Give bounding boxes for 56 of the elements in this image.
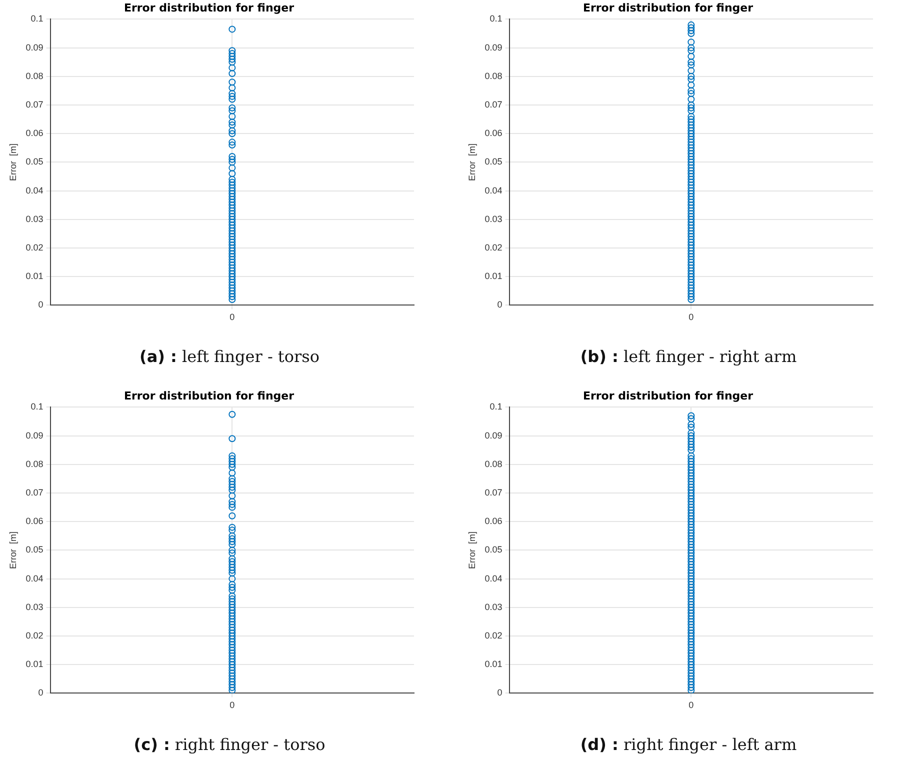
y-tick-label: 0.08: [484, 70, 502, 81]
y-tick-label: 0.03: [26, 602, 44, 612]
chart-title: Error distribution for finger: [124, 389, 295, 402]
text: (c) : right finger - torso: [132, 734, 326, 756]
y-tick-label: 0.01: [26, 271, 44, 282]
y-tick-label: 0.05: [26, 544, 44, 555]
y-tick-label: 0.03: [484, 214, 502, 224]
y-tick-label: 0.07: [26, 99, 44, 110]
chart-title: Error distribution for finger: [582, 389, 754, 402]
y-tick-label: 0: [497, 300, 502, 310]
y-tick-label: 0.04: [484, 185, 502, 196]
y-tick-label: 0.07: [484, 487, 502, 498]
y-tick-label: 0.02: [26, 242, 44, 252]
y-tick-label: 0.01: [26, 659, 44, 670]
y-tick-label: 0.06: [484, 128, 502, 138]
y-tick-label: 0.07: [484, 99, 502, 110]
y-tick-label: 0.01: [484, 659, 502, 670]
y-axis-title: Error [m]: [8, 531, 18, 569]
y-tick-label: 0.1: [30, 14, 44, 24]
y-tick-label: 0.03: [484, 602, 502, 612]
y-tick-label: 0.05: [484, 156, 502, 167]
y-tick-label: 0: [38, 300, 44, 310]
y-tick-label: 0.06: [484, 516, 502, 526]
chart-title: Error distribution for finger: [582, 1, 754, 14]
y-tick-label: 0.1: [490, 402, 502, 412]
text: (b) : left finger - right arm: [579, 346, 798, 368]
y-tick-label: 0.06: [26, 516, 44, 526]
y-tick-label: 0.04: [26, 185, 44, 196]
y-tick-label: 0.03: [26, 214, 44, 224]
y-tick-label: 0.08: [26, 70, 44, 81]
y-tick-label: 0.06: [26, 128, 44, 138]
y-tick-label: 0.04: [484, 573, 502, 584]
y-tick-label: 0.09: [26, 430, 44, 440]
y-tick-label: 0.05: [26, 156, 44, 167]
y-tick-label: 0.04: [26, 573, 44, 584]
y-tick-label: 0.07: [26, 487, 44, 498]
chart-title: Error distribution for finger: [124, 1, 295, 14]
y-axis-title: Error [m]: [466, 143, 477, 181]
y-axis-title: Error [m]: [8, 143, 18, 181]
y-tick-label: 0.09: [484, 42, 502, 52]
y-tick-label: 0.02: [484, 630, 502, 640]
y-tick-label: 0.02: [26, 630, 44, 640]
y-tick-label: 0.1: [490, 14, 502, 24]
y-tick-label: 0.08: [26, 458, 44, 469]
y-tick-label: 0.09: [26, 42, 44, 52]
y-tick-label: 0.08: [484, 458, 502, 469]
text: (d) : right finger - left arm: [579, 734, 798, 756]
y-tick-label: 0: [497, 688, 502, 698]
y-tick-label: 0.09: [484, 430, 502, 440]
y-tick-label: 0: [38, 688, 44, 698]
y-axis-title: Error [m]: [466, 531, 477, 569]
y-tick-label: 0.01: [484, 271, 502, 282]
text: (a) : left finger - torso: [138, 346, 320, 368]
y-tick-label: 0.02: [484, 242, 502, 252]
y-tick-label: 0.1: [30, 402, 44, 412]
y-tick-label: 0.05: [484, 544, 502, 555]
